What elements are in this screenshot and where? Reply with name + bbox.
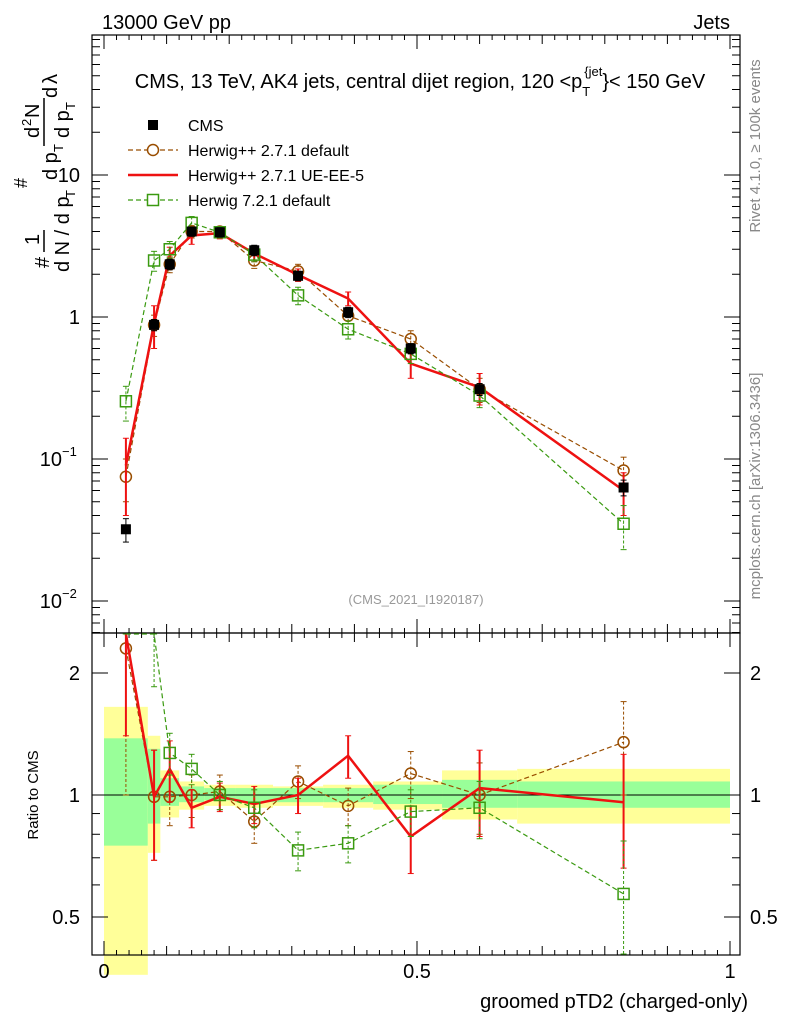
main-cms-point — [214, 227, 225, 238]
main-cms-point — [164, 259, 175, 270]
main-ylabel: # 1 d N / d p T # d p T d 2 N d p T d λ — [11, 74, 78, 272]
ratio-herwig-2-7-1-default-point — [617, 735, 630, 749]
legend-label: CMS — [188, 118, 224, 135]
ratio-herwig-7-2-1-default-point — [404, 805, 417, 818]
ratio-ylabel: Ratio to CMS — [25, 750, 42, 839]
ratio-ytick-label: 0.5 — [52, 907, 80, 929]
svg-text:d p: d p — [52, 110, 74, 138]
svg-text:#: # — [32, 256, 54, 268]
y-tick-label: 1 — [69, 307, 80, 329]
mcplots-label: mcplots.cern.ch [arXiv:1306.3436] — [747, 373, 764, 600]
x-tick-label: 0.5 — [403, 961, 431, 983]
ratio-panel: 0 0.5 1 0.5 0.5 1 1 2 2 — [52, 632, 778, 983]
main-cms-point — [293, 270, 304, 281]
main-herwig-7-2-1-default-point — [341, 322, 355, 336]
main-herwig-2-7-1-default-line — [125, 230, 624, 477]
y-tick-label: 10 — [40, 591, 62, 613]
legend: CMS Herwig++ 2.7.1 default Herwig++ 2.7.1 … — [128, 118, 364, 210]
legend-marker — [146, 143, 160, 157]
ratio-ytick-label: 2 — [69, 663, 80, 685]
svg-text:N: N — [22, 104, 44, 118]
ratio-herwig-7-2-1-default-point — [213, 788, 227, 802]
ratio-herwig-7-2-1-default-point — [617, 887, 630, 901]
svg-text:d p: d p — [40, 152, 62, 180]
main-cms-point — [618, 482, 629, 493]
legend-marker-cms — [148, 120, 158, 130]
main-herwig-7-2-1-default-point — [213, 226, 227, 239]
svg-text:1: 1 — [22, 234, 44, 245]
svg-text:T: T — [51, 144, 66, 152]
ratio-ytick-label-right: 2 — [750, 663, 761, 685]
main-herwig-7-2-1-default-point — [119, 395, 133, 408]
ratio-herwig-2-7-1-default-point — [404, 767, 417, 780]
x-tick-label: 0 — [98, 961, 109, 983]
legend-marker — [146, 193, 160, 207]
svg-text:#: # — [11, 178, 31, 188]
svg-text:T: T — [63, 102, 78, 110]
chart-title: CMS, 13 TeV, AK4 jets, central dijet reg… — [135, 64, 706, 99]
main-cms-point — [249, 245, 260, 256]
legend-label: Herwig++ 2.7.1 UE-EE-5 — [188, 168, 364, 185]
ratio-herwig-7-2-1-default-point — [291, 844, 305, 857]
ratio-ytick-label-right: 0.5 — [750, 907, 778, 929]
main-herwig-7-2-1-default-point — [291, 289, 305, 302]
uncertainty-band-inner-8 — [373, 784, 443, 805]
legend-label: Herwig++ 2.7.1 default — [188, 143, 350, 160]
svg-text:d: d — [22, 127, 44, 138]
analysis-watermark: (CMS_2021_I1920187) — [348, 592, 483, 607]
ratio-herwig-7-2-1-default-point — [163, 746, 176, 760]
main-cms-point — [149, 319, 160, 330]
main-cms-point — [120, 524, 131, 535]
main-herwig-2-7-1-ue-ee-5-line — [124, 231, 625, 492]
rivet-label: Rivet 4.1.0, ≥ 100k events — [747, 59, 764, 232]
svg-text:d: d — [40, 87, 62, 98]
x-axis-label: groomed pTD2 (charged-only) — [480, 991, 748, 1013]
ratio-herwig-7-2-1-default-point — [247, 801, 261, 815]
y-tick-exponent: −1 — [62, 444, 77, 459]
y-tick-label: 10 — [58, 165, 80, 187]
ratio-frame — [91, 632, 741, 956]
svg-text:T: T — [63, 190, 78, 198]
legend-label: Herwig 7.2.1 default — [188, 193, 331, 210]
ratio-herwig-7-2-1-default-line — [125, 633, 624, 895]
ratio-herwig-7-2-1-default-point — [341, 837, 355, 850]
x-tick-label: 1 — [724, 961, 735, 983]
svg-text:d N / d p: d N / d p — [52, 196, 74, 272]
svg-text:2: 2 — [19, 119, 34, 126]
header-jets: Jets — [693, 12, 730, 34]
ratio-ytick-label: 1 — [69, 785, 80, 807]
ratio-ytick-label-right: 1 — [750, 785, 761, 807]
ratio-herwig-7-2-1-default-point — [473, 801, 486, 815]
header-energy: 13000 GeV pp — [102, 12, 231, 34]
y-tick-exponent: −2 — [62, 586, 77, 601]
main-herwig-7-2-1-default-line — [125, 222, 624, 525]
ratio-herwig-7-2-1-default-point — [185, 762, 198, 776]
main-cms-point — [186, 226, 197, 237]
main-cms-point — [474, 384, 485, 395]
y-tick-label: 10 — [40, 449, 62, 471]
main-herwig-7-2-1-default-point — [163, 242, 176, 256]
main-herwig-7-2-1-default-point — [617, 517, 630, 530]
main-cms-point — [405, 343, 416, 354]
main-cms-point — [343, 307, 354, 318]
ratio-herwig-2-7-1-default-point — [341, 799, 355, 813]
main-herwig-7-2-1-default-point — [147, 254, 161, 267]
svg-text:λ: λ — [40, 74, 62, 84]
